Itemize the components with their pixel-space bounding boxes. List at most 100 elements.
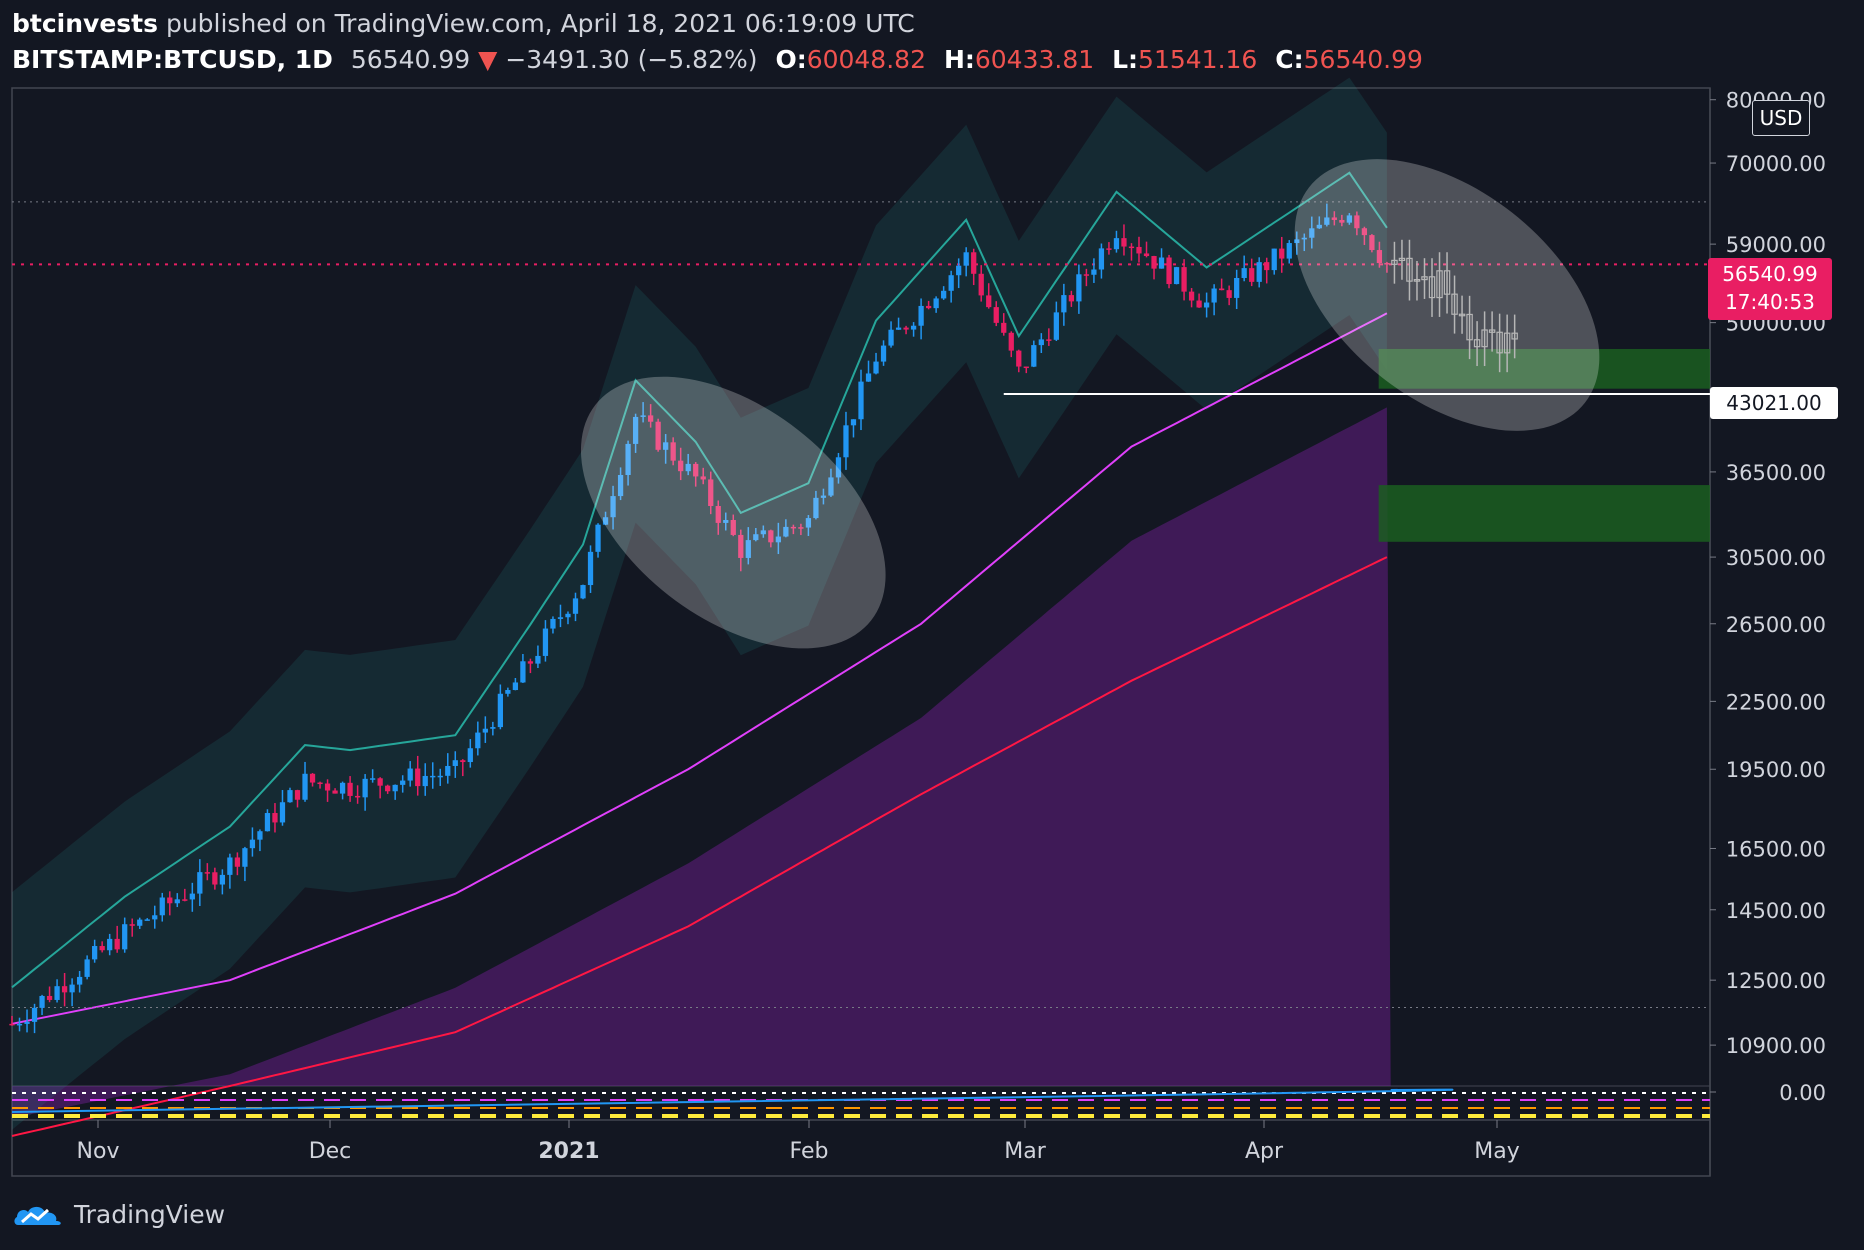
- candle-body: [655, 421, 661, 450]
- candle-body: [377, 778, 383, 786]
- time-axis-label: May: [1474, 1139, 1519, 1164]
- candle-body: [1121, 238, 1127, 247]
- candle-body: [370, 778, 376, 780]
- candle-body: [542, 628, 549, 656]
- chart-header-line1: btcinvests published on TradingView.com,…: [12, 6, 915, 42]
- candle-body: [505, 690, 511, 694]
- candle-body: [1046, 339, 1052, 341]
- candle-body: [941, 290, 947, 299]
- candle-body: [557, 617, 564, 619]
- candle-body: [460, 760, 466, 763]
- candle-body: [580, 585, 586, 599]
- candle-body: [1384, 263, 1390, 265]
- candle-body: [798, 527, 804, 529]
- candle-body: [1158, 257, 1165, 269]
- candle-body: [610, 496, 616, 518]
- candle-body: [835, 457, 842, 478]
- candle-body: [850, 419, 857, 426]
- projection-bar: [1511, 332, 1518, 340]
- candle-body: [933, 298, 939, 309]
- candle-body: [632, 416, 639, 444]
- candle-body: [467, 748, 473, 763]
- projection-bar: [1391, 259, 1398, 265]
- candle-body: [392, 784, 398, 792]
- candle-body: [730, 519, 736, 535]
- candle-body: [1068, 295, 1075, 302]
- time-axis-label: Mar: [1004, 1139, 1046, 1164]
- candle-body: [768, 530, 774, 543]
- candle-body: [294, 790, 301, 800]
- candle-body: [347, 782, 353, 796]
- symbol-label[interactable]: BITSTAMP:BTCUSD, 1D: [12, 45, 333, 74]
- price-tick-label: 30500.00: [1726, 546, 1826, 570]
- candle-body: [738, 534, 744, 558]
- candle-body: [137, 919, 143, 926]
- candle-body: [1219, 288, 1225, 291]
- candle-body: [1331, 217, 1337, 220]
- price-tick-label: 36500.00: [1726, 461, 1826, 485]
- projection-bar: [1496, 331, 1503, 354]
- time-axis-label: Dec: [309, 1139, 352, 1164]
- chart-header-line2: BITSTAMP:BTCUSD, 1D 56540.99 ▼ −3491.30 …: [12, 42, 1423, 78]
- price-tick-label: 22500.00: [1726, 690, 1826, 714]
- candle-body: [1023, 366, 1029, 369]
- candle-body: [189, 893, 195, 900]
- change-arrow-icon: ▼: [478, 45, 498, 74]
- candle-body: [858, 381, 864, 420]
- candle-body: [219, 874, 226, 885]
- moving-average-line-1: [11, 312, 1388, 1025]
- bollinger-band-basis: [11, 171, 1388, 989]
- candle-body: [422, 775, 428, 787]
- candle-body: [1346, 215, 1352, 223]
- candle-body: [92, 946, 98, 960]
- candle-body: [903, 327, 909, 330]
- candle-body: [1098, 248, 1105, 270]
- candle-body: [708, 479, 714, 507]
- annotation-ellipse-1: [580, 376, 886, 649]
- candle-body: [354, 795, 361, 798]
- candle-body: [685, 463, 691, 472]
- candle-body: [572, 598, 579, 614]
- author-name[interactable]: btcinvests: [12, 9, 158, 38]
- candle-body: [16, 1023, 23, 1026]
- price-tick-label: 70000.00: [1726, 152, 1826, 176]
- candle-body: [1369, 235, 1375, 251]
- candle-body: [1016, 350, 1022, 367]
- candle-body: [723, 519, 729, 523]
- candle-body: [1354, 215, 1360, 229]
- candle-body: [1241, 268, 1247, 278]
- projection-bar: [1458, 313, 1466, 317]
- candle-body: [625, 443, 631, 475]
- candle-body: [31, 1007, 38, 1022]
- candle-body: [452, 760, 458, 766]
- candle-body: [69, 984, 75, 993]
- tradingview-footer[interactable]: TradingView: [12, 1198, 225, 1230]
- candle-body: [9, 1023, 15, 1026]
- candle-body: [978, 273, 984, 296]
- projection-bar: [1451, 293, 1458, 315]
- candle-body: [1309, 228, 1315, 238]
- candle-body: [1173, 267, 1180, 285]
- candle-body: [888, 329, 894, 346]
- candle-body: [880, 345, 887, 362]
- candle-body: [1249, 268, 1255, 282]
- candle-body: [617, 474, 624, 497]
- candle-body: [114, 938, 120, 950]
- candle-body: [212, 872, 218, 885]
- projection-bar: [1466, 313, 1473, 341]
- candle-body: [257, 831, 263, 840]
- footer-brand: TradingView: [74, 1199, 226, 1229]
- candle-body: [39, 995, 45, 1008]
- price-tick-label: 16500.00: [1726, 837, 1826, 861]
- currency-badge[interactable]: USD: [1752, 100, 1810, 136]
- projection-bar: [1481, 329, 1488, 348]
- candle-body: [272, 813, 278, 823]
- countdown-timer: 17:40:53: [1725, 290, 1815, 314]
- candle-body: [550, 618, 556, 629]
- tradingview-logo-icon: [14, 1206, 61, 1225]
- candle-body: [129, 924, 135, 926]
- candle-body: [1166, 257, 1172, 285]
- high-value: 60433.81: [974, 45, 1095, 74]
- candle-body: [535, 655, 541, 664]
